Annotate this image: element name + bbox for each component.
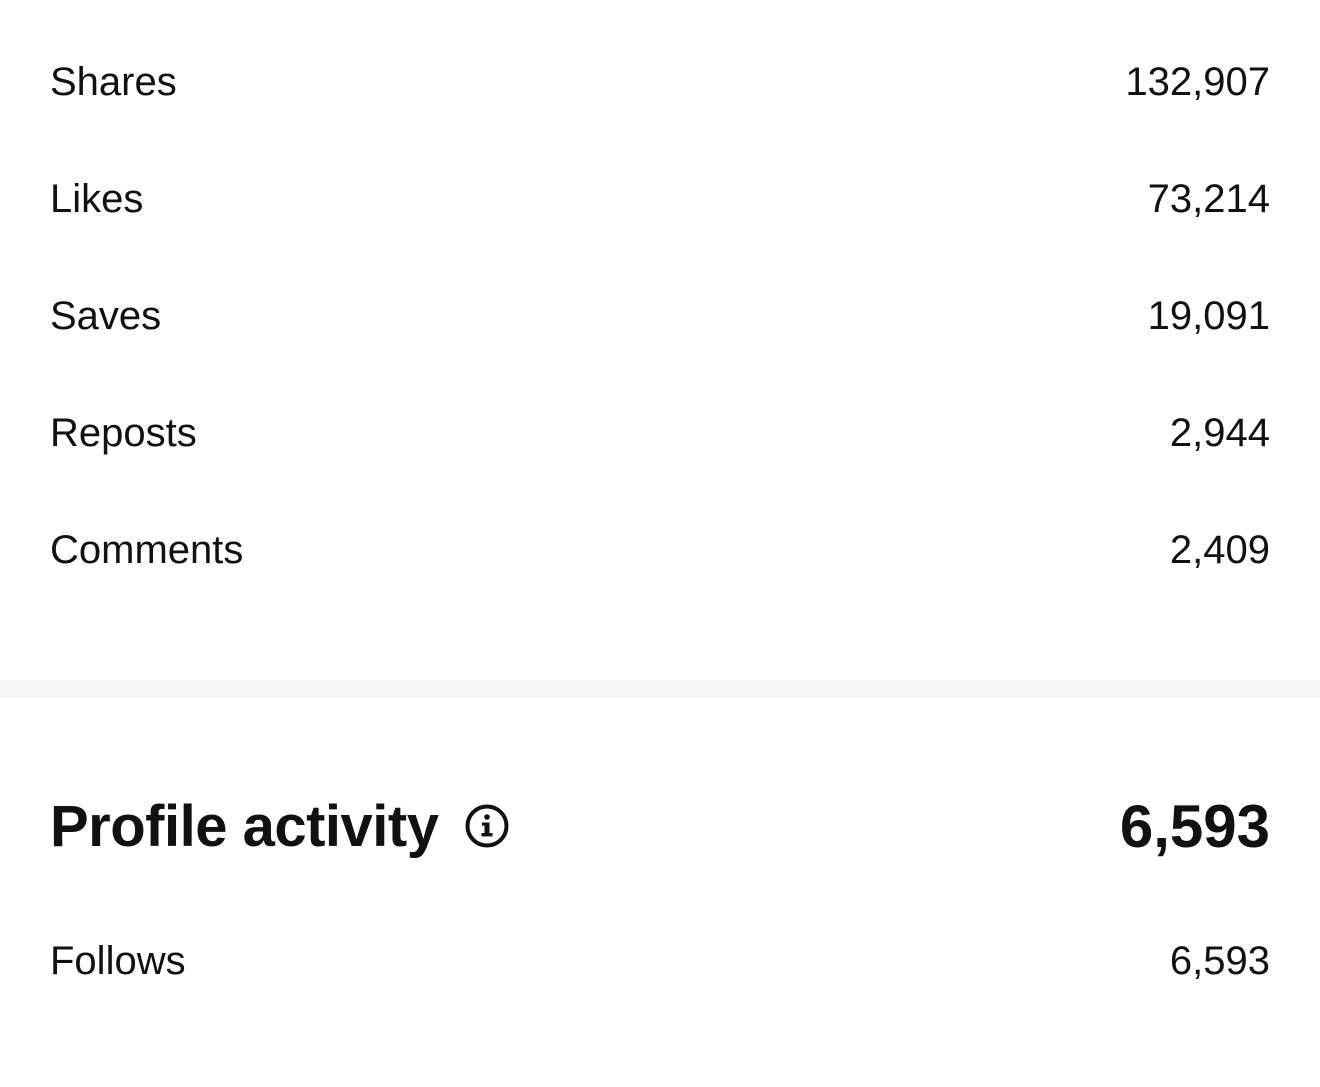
metric-value: 73,214 xyxy=(1147,177,1270,221)
profile-activity-header: Profile activity 6,593 xyxy=(50,786,1270,866)
metric-value: 19,091 xyxy=(1147,294,1270,338)
metric-label: Likes xyxy=(50,177,144,221)
metric-value: 6,593 xyxy=(1169,939,1270,983)
metric-row-follows: Follows 6,593 xyxy=(50,931,1270,991)
profile-activity-title-group: Profile activity xyxy=(50,793,510,860)
profile-activity-total: 6,593 xyxy=(1119,792,1270,860)
metric-row-likes: Likes 73,214 xyxy=(50,169,1270,229)
metric-row-saves: Saves 19,091 xyxy=(50,286,1270,346)
metric-label: Follows xyxy=(50,939,186,983)
metric-label: Shares xyxy=(50,60,177,104)
metric-value: 132,907 xyxy=(1125,60,1270,104)
info-icon-graphic xyxy=(465,804,509,848)
engagement-section: Shares 132,907 Likes 73,214 Saves 19,091… xyxy=(50,52,1270,580)
section-divider xyxy=(0,680,1320,698)
profile-activity-section: Profile activity 6,593 Follows 6,593 xyxy=(0,698,1320,1087)
metric-label: Reposts xyxy=(50,411,197,455)
metric-row-reposts: Reposts 2,944 xyxy=(50,403,1270,463)
metric-row-comments: Comments 2,409 xyxy=(50,520,1270,580)
metric-label: Saves xyxy=(50,294,162,338)
metric-label: Comments xyxy=(50,528,244,572)
metric-row-shares: Shares 132,907 xyxy=(50,52,1270,112)
metric-value: 2,409 xyxy=(1169,528,1270,572)
profile-activity-title: Profile activity xyxy=(50,793,439,859)
info-icon[interactable] xyxy=(464,803,510,849)
metric-value: 2,944 xyxy=(1169,411,1270,455)
